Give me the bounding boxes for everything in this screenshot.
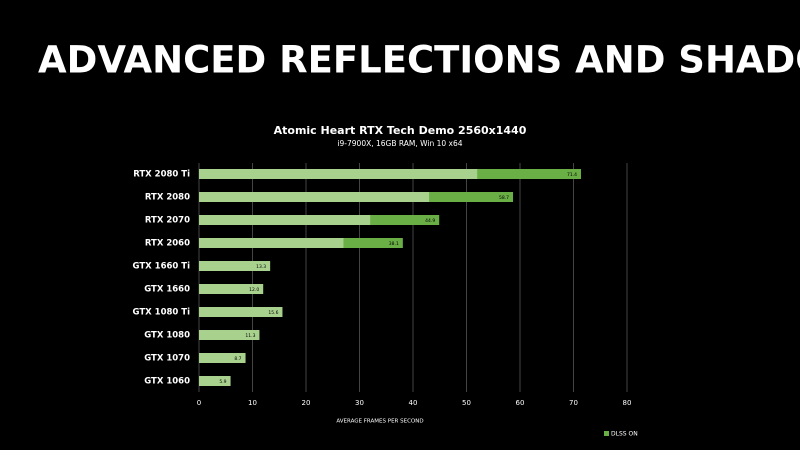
bar <box>199 353 246 363</box>
x-tick-label: 20 <box>302 399 311 407</box>
x-tick-label: 0 <box>197 399 201 407</box>
bar <box>199 169 478 179</box>
bar <box>199 284 264 294</box>
bar <box>199 192 430 202</box>
y-tick-label: GTX 1070 <box>144 354 190 364</box>
x-tick-label: 30 <box>355 399 364 407</box>
data-label: 13.3 <box>256 264 266 270</box>
x-tick-label: 70 <box>569 399 578 407</box>
y-tick-label: RTX 2080 Ti <box>133 170 190 180</box>
y-tick-label: RTX 2060 <box>145 239 190 249</box>
bar <box>199 215 371 225</box>
data-label: 15.6 <box>268 310 278 316</box>
bar <box>199 330 260 340</box>
y-tick-label: RTX 2070 <box>145 216 190 226</box>
bar <box>199 376 231 386</box>
slide-title: ADVANCED REFLECTIONS AND SHADOWS <box>38 39 800 82</box>
data-label: 5.9 <box>219 379 226 385</box>
data-label: 71.4 <box>567 172 577 178</box>
chart-subtitle: i9-7900X, 16GB RAM, Win 10 x64 <box>337 139 462 148</box>
x-tick-label: 50 <box>462 399 471 407</box>
x-tick-label: 10 <box>248 399 257 407</box>
y-tick-label: GTX 1080 <box>144 331 190 341</box>
y-tick-label: GTX 1080 Ti <box>133 308 191 318</box>
x-tick-label: 40 <box>409 399 418 407</box>
x-axis-label: AVERAGE FRAMES PER SECOND <box>336 419 423 425</box>
bar <box>199 261 271 271</box>
data-label: 12.0 <box>249 287 259 293</box>
legend-swatch <box>604 431 609 436</box>
y-tick-label: GTX 1660 <box>144 285 190 295</box>
x-tick-label: 60 <box>516 399 525 407</box>
data-label: 44.9 <box>425 218 435 224</box>
data-label: 8.7 <box>234 356 241 362</box>
chart-title: Atomic Heart RTX Tech Demo 2560x1440 <box>274 124 527 137</box>
y-tick-label: GTX 1660 Ti <box>133 262 191 272</box>
bar <box>199 307 283 317</box>
x-tick-label: 80 <box>623 399 632 407</box>
y-tick-label: RTX 2080 <box>145 193 190 203</box>
data-label: 58.7 <box>499 195 509 201</box>
bar <box>199 238 344 248</box>
legend-label: DLSS ON <box>611 431 638 438</box>
data-label: 38.1 <box>389 241 399 247</box>
data-label: 11.3 <box>245 333 255 339</box>
y-tick-label: GTX 1060 <box>144 377 190 387</box>
